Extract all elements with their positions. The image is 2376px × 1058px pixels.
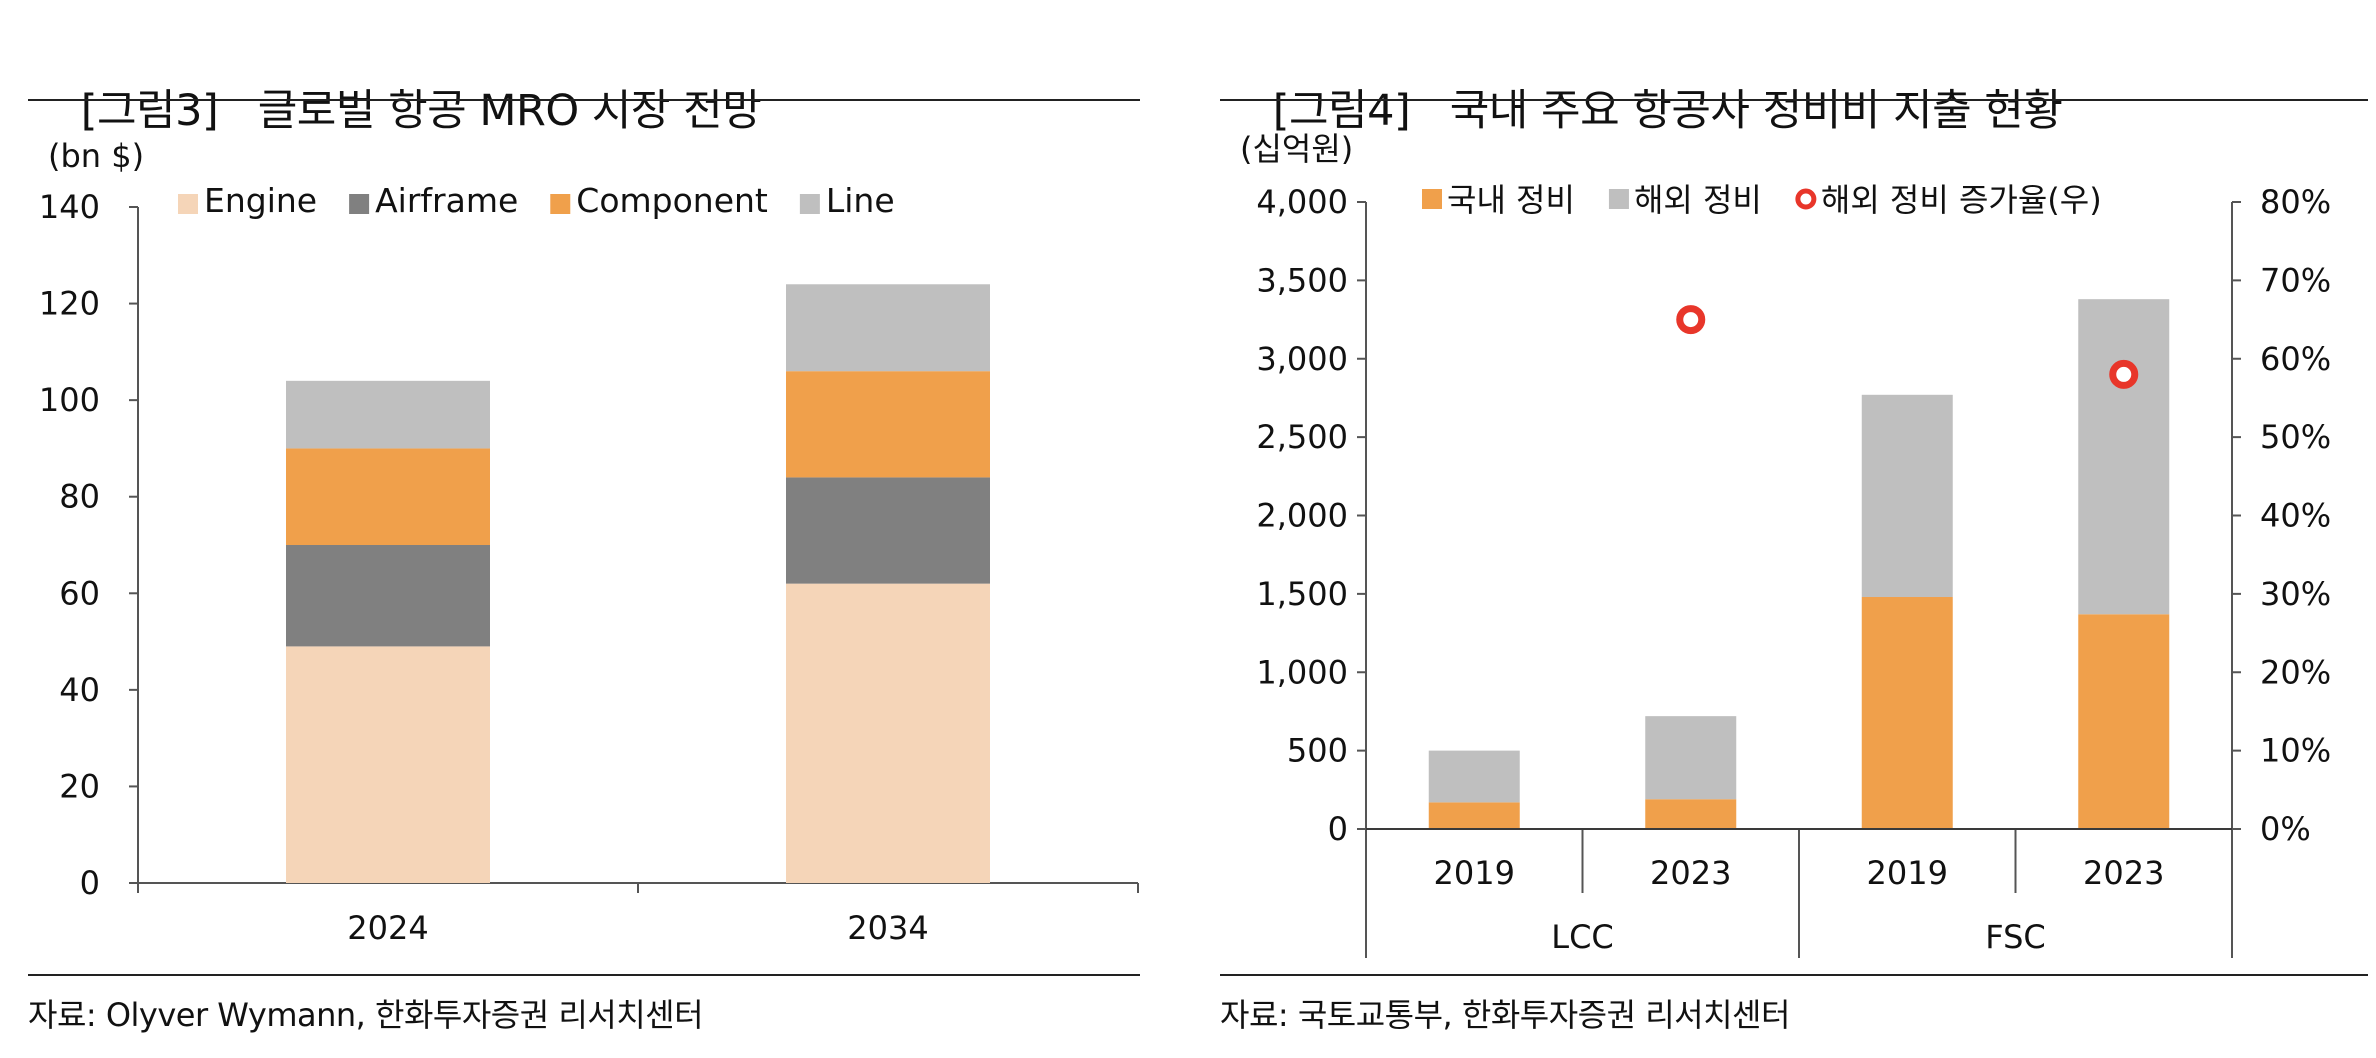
- figure-3-chart: (bn $) 0 20 40 60 80 100 120 140 2024 2034 Engine…: [39, 137, 1139, 947]
- figure-4-top-rule: [1220, 99, 2368, 101]
- figure-4-bars: [1366, 299, 2232, 830]
- figure-4-source: 자료: 국토교통부, 한화투자증권 리서치센터: [1220, 996, 1790, 1034]
- y2-tick-label: 0%: [2260, 810, 2311, 848]
- figure-3-title-text: 글로벌 항공 MRO 시장 전망: [257, 86, 762, 136]
- y2-tick-label: 80%: [2260, 183, 2331, 221]
- y-tick-label: 3,500: [1256, 261, 1348, 299]
- x-tick-label: 2023: [2083, 854, 2164, 892]
- y-tick-label: 1,000: [1256, 653, 1348, 691]
- figure-3-title: [그림3] 글로벌 항공 MRO 시장 전망: [28, 26, 762, 188]
- y2-tick-label: 60%: [2260, 340, 2331, 378]
- figure-4-label: [그림4]: [1272, 86, 1411, 136]
- y-tick-label: 0: [1328, 810, 1348, 848]
- bar-segment-component: [286, 448, 490, 545]
- figure-3-label: [그림3]: [80, 86, 219, 136]
- figure-4-axes: 0 500 1,000 1,500 2,000 2,500 3,000 3,500 4,000 0…: [1256, 183, 2331, 958]
- growth-rate-marker: [2109, 359, 2139, 389]
- legend-swatch: [349, 194, 370, 214]
- figure-4-unit-label: (십억원): [1240, 130, 1353, 168]
- y2-tick-label: 30%: [2260, 575, 2331, 613]
- legend-swatch: [178, 194, 198, 214]
- bar-segment-domestic: [1861, 597, 1953, 829]
- y-tick-label: 140: [39, 188, 100, 226]
- y-tick-label: 3,000: [1256, 340, 1348, 378]
- y-tick-label: 4,000: [1256, 183, 1348, 221]
- bar-segment-overseas: [1861, 394, 1953, 598]
- legend-label: 해외 정비: [1634, 181, 1762, 219]
- bar-segment-overseas: [1645, 716, 1737, 800]
- y2-tick-label: 20%: [2260, 653, 2331, 691]
- legend-marker: [1795, 188, 1817, 210]
- figure-3-legend: Engine Airframe Component Line: [178, 181, 895, 220]
- y-tick-label: 2,000: [1256, 497, 1348, 535]
- y2-tick-label: 70%: [2260, 261, 2331, 299]
- legend-label: Engine: [204, 181, 317, 220]
- y-tick-label: 80: [59, 478, 100, 516]
- x-tick-label: 2024: [347, 909, 428, 947]
- figure-4-title: [그림4] 국내 주요 항공사 정비비 지출 현황: [1220, 26, 2063, 188]
- figure-4-title-text: 국내 주요 항공사 정비비 지출 현황: [1449, 86, 2063, 136]
- x-tick-label: 2034: [847, 909, 928, 947]
- bar-segment-line: [786, 284, 990, 372]
- bar-segment-component: [786, 371, 990, 478]
- figure-4-legend: 국내 정비 해외 정비 해외 정비 증가율(우): [1422, 181, 2102, 219]
- bar-segment-engine: [786, 583, 990, 883]
- x-tick-label: 2023: [1650, 854, 1731, 892]
- x-tick-label: 2019: [1867, 854, 1948, 892]
- bar-segment-domestic: [1645, 799, 1737, 829]
- legend-swatch: [799, 194, 820, 214]
- y-tick-label: 500: [1287, 732, 1348, 770]
- figure-3-bottom-rule: [28, 974, 1140, 976]
- figure-3-panel: [그림3] 글로벌 항공 MRO 시장 전망 (bn $) 0 20 40 60 80 1…: [0, 0, 1150, 1058]
- bar-segment-domestic: [1428, 802, 1520, 829]
- y-tick-label: 2,500: [1256, 418, 1348, 456]
- legend-label: 해외 정비 증가율(우): [1821, 181, 2102, 219]
- bar-segment-overseas: [1428, 750, 1520, 803]
- bar-segment-line: [286, 380, 490, 449]
- figure-3-bars: [286, 284, 990, 883]
- y-tick-label: 60: [59, 574, 100, 612]
- y2-tick-label: 40%: [2260, 497, 2331, 535]
- figure-3-unit-label: (bn $): [48, 137, 144, 175]
- y-tick-label: 120: [39, 285, 100, 323]
- y-tick-label: 100: [39, 381, 100, 419]
- figure-3-source: 자료: Olyver Wymann, 한화투자증권 리서치센터: [28, 996, 704, 1034]
- bar-segment-engine: [286, 646, 490, 883]
- figure-4-bottom-rule: [1220, 974, 2368, 976]
- figure-4-panel: [그림4] 국내 주요 항공사 정비비 지출 현황 (십억원) 0 500 1,00…: [1212, 0, 2376, 1058]
- legend-swatch: [1608, 189, 1629, 209]
- group-label: LCC: [1551, 918, 1614, 956]
- growth-rate-marker: [1676, 305, 1706, 335]
- bar-segment-airframe: [786, 477, 990, 584]
- y-tick-label: 20: [59, 767, 100, 805]
- legend-swatch: [550, 194, 571, 214]
- figure-4-chart: (십억원) 0 500 1,000 1,500 2,000 2,500 3,000 3,500…: [1240, 130, 2331, 958]
- figure-3-top-rule: [28, 99, 1140, 101]
- legend-swatch: [1422, 189, 1442, 209]
- y2-tick-label: 50%: [2260, 418, 2331, 456]
- y-tick-label: 0: [80, 864, 100, 902]
- y-tick-label: 1,500: [1256, 575, 1348, 613]
- bar-segment-airframe: [286, 545, 490, 647]
- y2-tick-label: 10%: [2260, 732, 2331, 770]
- group-label: FSC: [1985, 918, 2046, 956]
- legend-label: 국내 정비: [1447, 181, 1575, 219]
- bar-segment-overseas: [2078, 299, 2170, 615]
- x-tick-label: 2019: [1434, 854, 1515, 892]
- legend-label: Line: [826, 181, 895, 220]
- legend-label: Airframe: [375, 181, 518, 220]
- bar-segment-domestic: [2078, 614, 2170, 829]
- y-tick-label: 40: [59, 671, 100, 709]
- legend-label: Component: [576, 181, 768, 220]
